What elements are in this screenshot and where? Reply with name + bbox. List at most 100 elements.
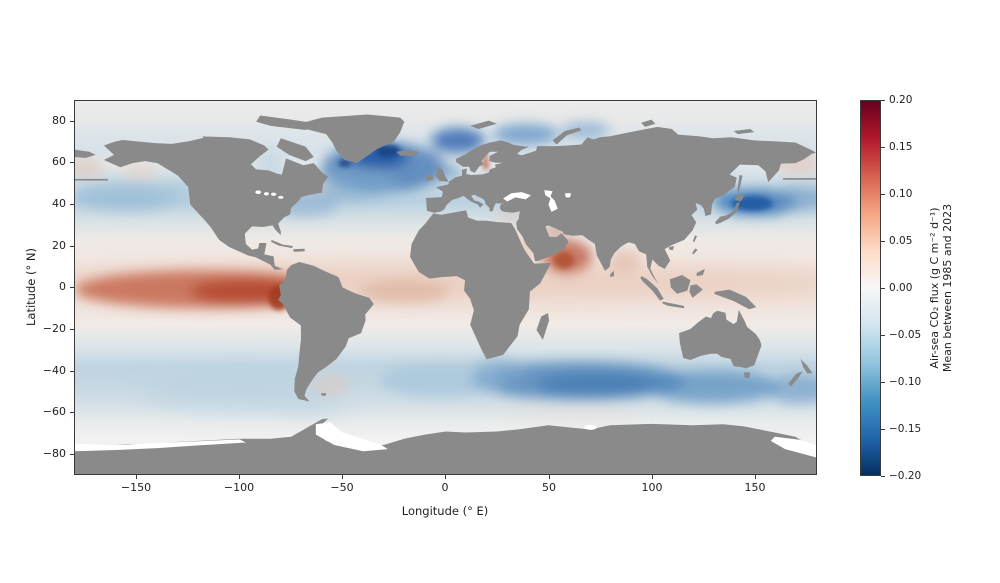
land-java [662, 301, 685, 309]
nodata-weddell-ice-shelf [315, 422, 388, 452]
land-greenland [295, 114, 405, 164]
nodata-lake-michigan [263, 192, 269, 196]
colorbar-tick-mark [881, 335, 885, 336]
colorbar-tick-mark [881, 100, 885, 101]
flux-patagonian-shelf [311, 374, 349, 396]
flux-barents-sea [492, 123, 559, 145]
land-ellesmere [256, 115, 318, 131]
x-tick-label: −150 [120, 481, 152, 494]
x-tick-mark [652, 475, 653, 479]
nodata-amery-ice-shelf [584, 424, 597, 430]
y-tick-mark [70, 204, 74, 205]
flux-irminger-dark [375, 144, 401, 157]
colorbar-tick-mark [881, 382, 885, 383]
colorbar-tick-label: 0.20 [889, 94, 913, 106]
land-ireland [424, 173, 434, 182]
flux-east-mediterranean [494, 210, 524, 224]
land-novaya-zemlya [552, 127, 582, 145]
x-tick-mark [239, 475, 240, 479]
flux-west-pacific-sink [770, 185, 816, 211]
nodata-lake-huron [270, 192, 277, 196]
nodata-aral-sea [564, 193, 572, 198]
land-new-zealand-north [800, 358, 813, 374]
flux-agulhas [472, 357, 526, 383]
colorbar-tick-mark [881, 429, 885, 430]
land-south-america [278, 262, 374, 402]
y-tick-mark [70, 371, 74, 372]
y-tick-mark [70, 287, 74, 288]
flux-southern-ocean-indian-core [538, 373, 662, 397]
colorbar-tick-mark [881, 476, 885, 477]
x-tick-label: 150 [744, 481, 766, 494]
colorbar-tick-label: 0.15 [889, 141, 913, 153]
world-map [75, 101, 816, 474]
land-taiwan [692, 235, 698, 243]
x-tick-mark [342, 475, 343, 479]
y-tick-label: 0 [59, 280, 66, 293]
land-sulawesi [689, 284, 703, 298]
y-tick-mark [70, 246, 74, 247]
flux-field [75, 121, 816, 404]
colorbar-tick-label: −0.05 [889, 329, 922, 341]
flux-norwegian-sea [431, 127, 485, 153]
x-tick-mark [755, 475, 756, 479]
land-africa [410, 210, 552, 360]
colorbar-tick-label: 0.05 [889, 235, 913, 247]
colorbar-tick-mark [881, 241, 885, 242]
land-new-guinea [714, 289, 757, 310]
x-tick-label: 50 [542, 481, 556, 494]
land-layer [75, 114, 816, 474]
y-tick-mark [70, 121, 74, 122]
flux-kuroshio-core [731, 196, 773, 211]
land-sri-lanka [610, 270, 615, 278]
flux-southern-ocean-atlantic [379, 364, 504, 398]
land-aleutians-west [783, 178, 816, 180]
land-mindanao [696, 268, 705, 277]
land-victoria-island [202, 136, 236, 147]
land-baffin-island [276, 138, 314, 162]
land-new-siberian-islands [733, 128, 755, 135]
x-tick-label: −50 [330, 481, 354, 494]
land-honshu [715, 202, 740, 225]
colorbar-tick-label: −0.15 [889, 423, 922, 435]
nodata-lake-superior [255, 190, 262, 195]
colorbar-label: Air-sea CO₂ flux (g C m⁻² d⁻¹) Mean betw… [928, 204, 954, 372]
land-svalbard [470, 120, 497, 129]
nodata-black-sea [503, 192, 531, 202]
x-tick-label: −100 [223, 481, 255, 494]
x-tick-mark [136, 475, 137, 479]
land-sumatra [640, 276, 664, 301]
land-chukotka-west-edge [75, 149, 96, 158]
y-tick-label: 20 [52, 239, 66, 252]
colorbar-label-line2: Mean between 1985 and 2023 [941, 203, 954, 373]
colorbar-tick-label: 0.10 [889, 188, 913, 200]
x-tick-label: 0 [441, 481, 449, 494]
land-eurasia [425, 126, 816, 285]
flux-antarctic-margin [496, 403, 642, 421]
flux-bering-sea-east [75, 156, 104, 178]
flux-oman-coast [553, 252, 575, 269]
no-data-layer [75, 190, 816, 458]
colorbar [860, 100, 881, 476]
flux-alaska-gyre [122, 163, 160, 180]
colorbar-tick-label: 0.00 [889, 282, 913, 294]
land-sakhalin [737, 175, 743, 193]
land-tasmania [743, 372, 751, 379]
flux-southern-ocean-australia [647, 370, 779, 404]
land-luzon [692, 248, 698, 255]
flux-equatorial-atlantic [359, 280, 450, 304]
flux-kara-sea [560, 121, 611, 139]
colorbar-tick-label: −0.20 [889, 470, 922, 482]
nodata-caspian-sea [544, 190, 558, 212]
x-tick-label: 100 [641, 481, 663, 494]
map-plot-area [74, 100, 817, 475]
y-tick-mark [70, 162, 74, 163]
flux-drake-passage [270, 391, 353, 416]
x-axis-label: Longitude (° E) [401, 504, 489, 518]
nodata-lake-erie-ontario [278, 195, 284, 199]
colorbar-tick-mark [881, 194, 885, 195]
flux-bay-of-bengal [608, 248, 642, 273]
land-hispaniola [293, 248, 305, 252]
y-axis-label: Latitude (° N) [24, 248, 38, 326]
colorbar-label-line1: Air-sea CO₂ flux (g C m⁻² d⁻¹) [928, 207, 941, 369]
